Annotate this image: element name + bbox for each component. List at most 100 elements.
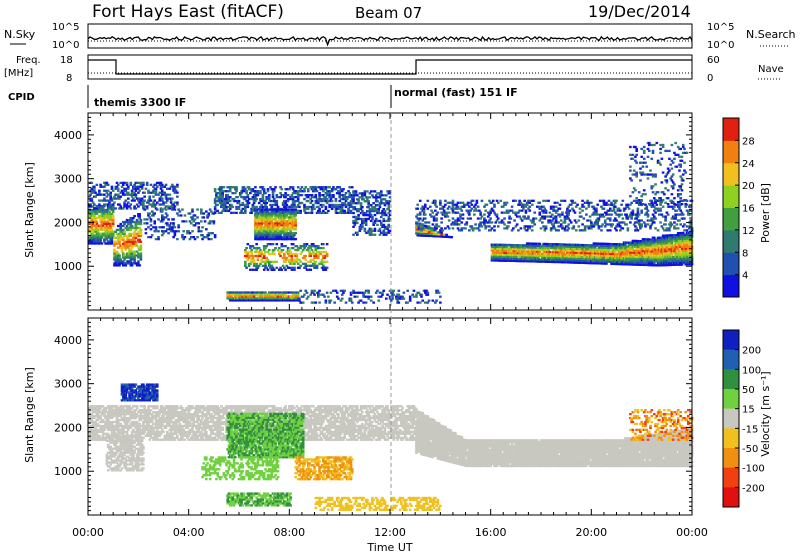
range-gate-cell bbox=[364, 211, 368, 215]
range-gate-cell bbox=[434, 203, 437, 206]
range-gate-cell bbox=[111, 214, 115, 218]
range-gate-cell bbox=[430, 215, 433, 218]
range-gate-cell bbox=[342, 197, 345, 201]
range-gate-cell bbox=[274, 186, 277, 189]
range-gate-cell bbox=[383, 227, 387, 230]
range-gate-cell bbox=[216, 209, 219, 213]
range-gate-cell bbox=[121, 260, 125, 263]
range-gate-cell bbox=[387, 219, 391, 223]
range-gate-cell bbox=[143, 199, 146, 202]
range-gate-cell bbox=[354, 190, 358, 193]
range-gate-cell bbox=[378, 219, 382, 223]
range-gate-cell bbox=[206, 216, 209, 219]
range-gate-cell bbox=[244, 264, 247, 267]
range-gate-cell bbox=[284, 244, 287, 248]
range-gate-cell bbox=[503, 255, 506, 258]
range-gate-cell bbox=[104, 189, 107, 192]
range-gate-cell bbox=[311, 188, 315, 191]
range-gate-cell bbox=[143, 218, 146, 221]
range-gate-cell bbox=[324, 199, 328, 203]
range-gate-cell bbox=[338, 195, 342, 199]
range-gate-cell bbox=[123, 187, 126, 190]
range-gate-cell bbox=[318, 192, 321, 195]
range-gate-cell bbox=[318, 262, 321, 265]
range-gate-cell bbox=[159, 195, 163, 198]
range-gate-cell bbox=[290, 218, 294, 221]
range-gate-cell bbox=[121, 236, 125, 239]
range-gate-cell bbox=[444, 215, 447, 218]
range-gate-cell bbox=[242, 190, 246, 193]
range-gate-cell bbox=[444, 199, 447, 202]
range-gate-cell bbox=[111, 216, 115, 220]
range-gate-cell bbox=[517, 253, 520, 257]
range-gate-cell bbox=[440, 217, 443, 220]
range-gate-cell bbox=[193, 218, 197, 221]
range-gate-cell bbox=[246, 252, 250, 256]
range-gate-cell bbox=[322, 293, 325, 296]
range-gate-cell bbox=[182, 230, 185, 233]
range-gate-cell bbox=[378, 229, 382, 232]
range-gate-cell bbox=[201, 234, 204, 237]
range-gate-cell bbox=[342, 188, 345, 191]
range-gate-cell bbox=[129, 228, 133, 232]
range-gate-cell bbox=[290, 266, 294, 269]
range-gate-cell bbox=[357, 217, 360, 221]
range-gate-cell bbox=[259, 254, 262, 258]
range-gate-cell bbox=[206, 236, 209, 239]
range-gate-cell bbox=[110, 242, 114, 245]
range-gate-cell bbox=[319, 197, 323, 201]
range-gate-cell bbox=[284, 268, 287, 271]
range-gate-cell bbox=[311, 203, 315, 207]
range-gate-cell bbox=[196, 208, 199, 211]
range-gate-cell bbox=[235, 205, 238, 209]
range-gate-cell bbox=[225, 197, 228, 201]
range-gate-cell bbox=[221, 201, 224, 205]
range-gate-cell bbox=[388, 200, 392, 203]
range-gate-cell bbox=[266, 226, 270, 229]
range-gate-cell bbox=[328, 186, 331, 189]
range-gate-cell bbox=[264, 199, 267, 203]
range-gate-cell bbox=[132, 262, 135, 265]
range-gate-cell bbox=[275, 291, 279, 294]
range-gate-cell bbox=[193, 224, 197, 227]
range-gate-cell bbox=[164, 208, 168, 211]
range-gate-cell bbox=[518, 255, 521, 259]
range-gate-cell bbox=[197, 230, 201, 233]
range-gate-cell bbox=[423, 213, 427, 216]
range-gate-cell bbox=[401, 295, 404, 298]
range-gate-cell bbox=[369, 219, 373, 223]
range-gate-cell bbox=[296, 262, 300, 265]
range-gate-cell bbox=[348, 205, 352, 209]
range-gate-cell bbox=[129, 183, 133, 186]
range-gate-cell bbox=[309, 254, 313, 258]
range-gate-cell bbox=[286, 252, 290, 256]
range-gate-cell bbox=[138, 264, 141, 267]
range-gate-cell bbox=[298, 299, 301, 302]
range-gate-cell bbox=[314, 252, 318, 256]
range-gate-cell bbox=[275, 266, 279, 269]
range-gate-cell bbox=[157, 237, 160, 241]
range-gate-cell bbox=[148, 216, 151, 219]
range-gate-cell bbox=[138, 213, 141, 216]
range-gate-cell bbox=[271, 192, 275, 195]
range-gate-cell bbox=[378, 211, 382, 215]
range-gate-cell bbox=[154, 226, 158, 229]
range-gate-cell bbox=[619, 255, 622, 258]
range-gate-cell bbox=[93, 189, 96, 192]
range-gate-cell bbox=[357, 209, 360, 213]
range-gate-cell bbox=[125, 203, 129, 206]
range-gate-cell bbox=[510, 259, 514, 263]
range-gate-cell bbox=[138, 216, 141, 220]
range-gate-cell bbox=[125, 220, 129, 224]
range-gate-cell bbox=[330, 199, 334, 203]
range-gate-cell bbox=[149, 224, 153, 227]
range-gate-cell bbox=[105, 199, 109, 202]
range-gate-cell bbox=[291, 188, 295, 191]
range-gate-cell bbox=[293, 203, 296, 207]
range-gate-cell bbox=[113, 250, 116, 253]
range-gate-cell bbox=[435, 227, 438, 230]
range-gate-cell bbox=[306, 211, 310, 214]
range-gate-cell bbox=[652, 246, 656, 249]
range-gate-cell bbox=[148, 203, 151, 206]
range-gate-cell bbox=[265, 266, 269, 269]
